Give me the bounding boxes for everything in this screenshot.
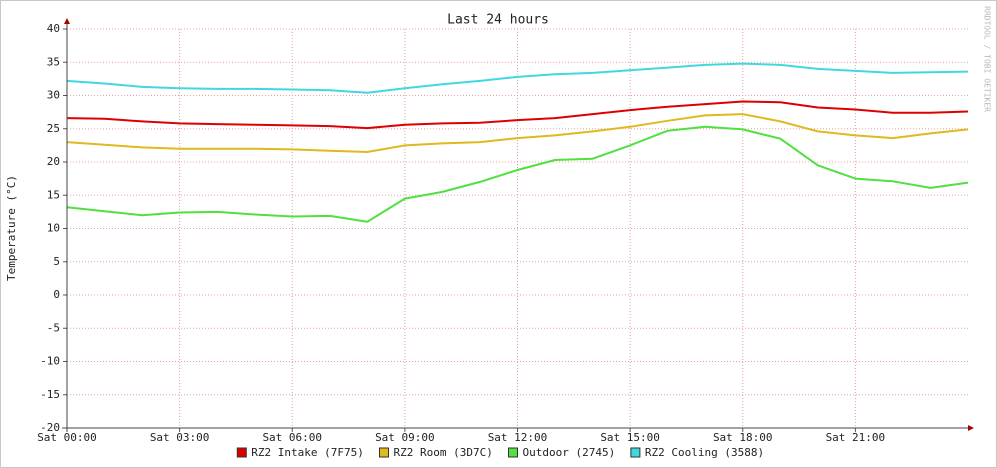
y-tick-label: 15 xyxy=(47,188,60,201)
y-axis-label: Temperature (°C) xyxy=(5,175,18,281)
y-tick-label: 5 xyxy=(53,255,60,268)
x-tick-label: Sat 18:00 xyxy=(713,431,773,444)
legend-label: RZ2 Room (3D7C) xyxy=(394,446,493,459)
x-axis-arrow xyxy=(968,425,974,431)
y-tick-label: 35 xyxy=(47,55,60,68)
legend-swatch xyxy=(379,447,389,458)
x-tick-label: Sat 00:00 xyxy=(37,431,97,444)
x-tick-label: Sat 09:00 xyxy=(375,431,435,444)
x-tick-label: Sat 03:00 xyxy=(150,431,210,444)
y-tick-label: 25 xyxy=(47,122,60,135)
y-axis-arrow xyxy=(64,18,70,24)
series-line xyxy=(66,125,969,223)
y-tick-label: 0 xyxy=(53,288,60,301)
y-tick-label: 10 xyxy=(47,222,60,235)
x-tick-label: Sat 21:00 xyxy=(826,431,886,444)
legend-label: RZ2 Cooling (3588) xyxy=(645,446,764,459)
legend-swatch xyxy=(630,447,641,458)
series-line xyxy=(66,113,969,153)
y-tick-label: -15 xyxy=(40,388,60,401)
chart-title: Last 24 hours xyxy=(447,13,549,28)
y-tick-label: 30 xyxy=(47,89,60,102)
series-line xyxy=(66,100,969,130)
x-tick-label: Sat 06:00 xyxy=(262,431,322,444)
y-tick-label: -5 xyxy=(47,321,60,334)
legend-label: Outdoor (2745) xyxy=(523,446,616,459)
y-tick-label: 20 xyxy=(47,155,60,168)
x-tick-label: Sat 12:00 xyxy=(488,431,548,444)
y-tick-label: -10 xyxy=(40,355,60,368)
series-line xyxy=(66,62,969,94)
legend-label: RZ2 Intake (7F75) xyxy=(251,446,364,459)
legend: RZ2 Intake (7F75) RZ2 Room (3D7C) Outdoor … xyxy=(236,446,764,459)
legend-swatch xyxy=(508,447,518,458)
x-tick-label: Sat 15:00 xyxy=(600,431,660,444)
series-lines xyxy=(66,62,969,223)
y-tick-label: 40 xyxy=(47,22,60,35)
watermark: RRDTOOL / TOBI OETIKER xyxy=(983,6,992,112)
legend-swatch xyxy=(236,447,247,458)
y-tick-label: -20 xyxy=(40,421,60,434)
